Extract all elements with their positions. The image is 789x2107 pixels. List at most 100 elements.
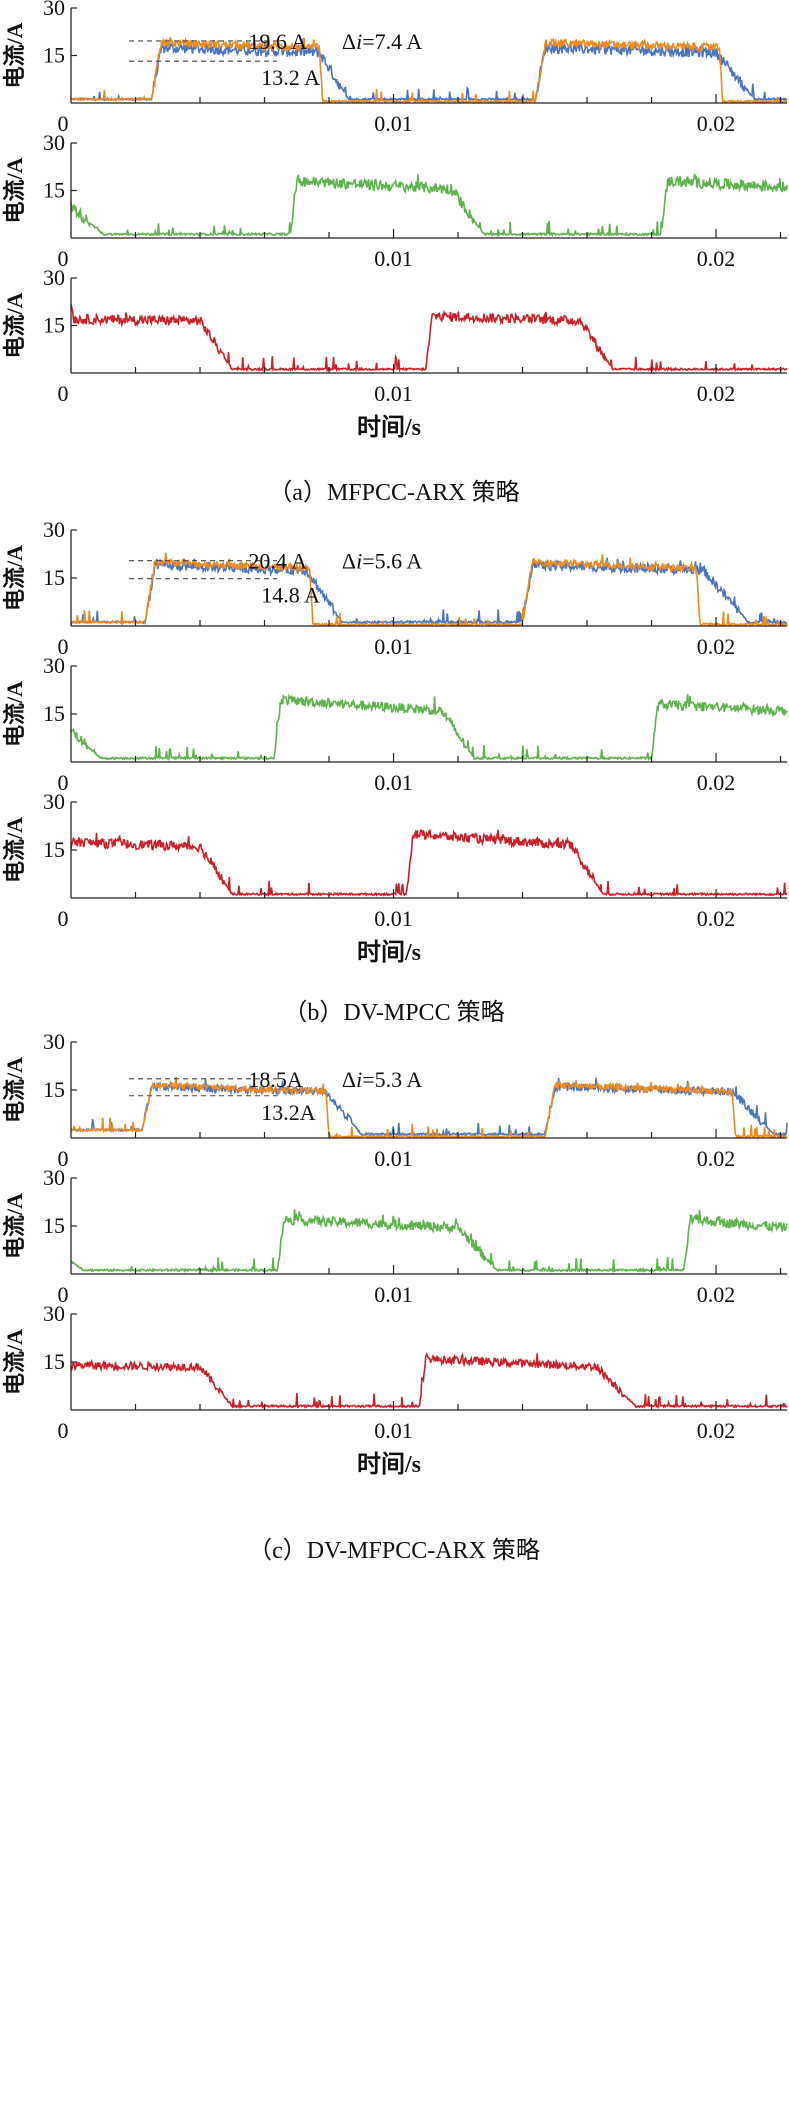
x-tick-label: 0.02 (697, 381, 736, 406)
delta-symbol: Δ (342, 549, 356, 574)
x-axis-label: 时间/s (357, 414, 421, 441)
origin-label: 0 (58, 770, 69, 795)
waveform-orange (70, 552, 788, 629)
origin-label: 0 (58, 1146, 69, 1171)
subfigure-caption: （c）DV-MFPCC-ARX 策略 (248, 1537, 540, 1564)
y-axis-label: 电流/A (2, 1193, 27, 1259)
x-axis-label: 时间/s (357, 939, 421, 966)
waveform-red (70, 828, 788, 898)
panel-1-1: 15 30 0 0.01 0.02 电流/A 19.6 A 13.2 A Δi=7.4 A (2, 0, 788, 136)
x-tick-label: 0.02 (697, 1282, 736, 1307)
waveform-orange (70, 35, 788, 105)
y-tick-label: 15 (43, 1349, 65, 1374)
y-tick-label: 15 (43, 565, 65, 590)
waveform-red (70, 304, 788, 373)
panel-3-2: 15 30 0 0.01 0.02 电流/A (2, 1165, 788, 1307)
subfigure-caption: （b）DV-MPCC 策略 (283, 999, 504, 1026)
x-tick-label: 0.01 (374, 1146, 413, 1171)
ripple-delta-label: Δi=5.3 A (342, 1067, 422, 1092)
waveform-blue (70, 1077, 788, 1137)
delta-symbol: Δ (342, 1067, 356, 1092)
x-tick-label: 0.02 (697, 111, 736, 136)
origin-label: 0 (58, 111, 69, 136)
delta-variable: i (356, 29, 362, 54)
y-axis-label: 电流/A (2, 681, 27, 747)
y-tick-label: 15 (43, 43, 65, 68)
delta-value: =5.3 A (362, 1067, 422, 1092)
panel-3-1: 15 30 0 0.01 0.02 电流/A 18.5A 13.2A Δi=5.3 A (2, 1029, 788, 1171)
y-tick-label: 15 (43, 1077, 65, 1102)
y-tick-label: 30 (43, 265, 65, 290)
y-tick-label: 15 (43, 837, 65, 862)
x-tick-label: 0.01 (374, 111, 413, 136)
y-tick-label: 15 (43, 1213, 65, 1238)
y-tick-label: 30 (43, 653, 65, 678)
peak-value-label: 20.4 A (248, 549, 307, 574)
ripple-delta-label: Δi=5.6 A (342, 549, 422, 574)
origin-label: 0 (58, 246, 69, 271)
waveform-blue (71, 37, 788, 104)
waveform-green (70, 693, 788, 762)
delta-variable: i (356, 549, 362, 574)
y-tick-label: 15 (43, 313, 65, 338)
origin-label: 0 (58, 906, 69, 931)
x-tick-label: 0.01 (374, 381, 413, 406)
trough-value-label: 13.2 A (261, 65, 320, 90)
panel-2-2: 15 30 0 0.01 0.02 电流/A (2, 653, 788, 795)
y-axis-label: 电流/A (2, 157, 27, 223)
x-tick-label: 0.02 (697, 770, 736, 795)
y-tick-label: 30 (43, 1029, 65, 1054)
y-axis-label: 电流/A (2, 292, 27, 358)
delta-symbol: Δ (342, 29, 356, 54)
peak-value-label: 18.5A (248, 1067, 303, 1092)
y-tick-label: 30 (43, 0, 65, 20)
y-axis-label: 电流/A (2, 817, 27, 883)
panel-3-3: 15 30 0 0.01 0.02 电流/A 时间/s (2, 1301, 788, 1478)
y-axis-label: 电流/A (2, 545, 27, 611)
x-axis-label: 时间/s (357, 1451, 421, 1478)
origin-label: 0 (58, 381, 69, 406)
y-axis-label: 电流/A (2, 1057, 27, 1123)
y-tick-label: 30 (43, 1301, 65, 1326)
y-tick-label: 30 (43, 130, 65, 155)
ripple-delta-label: Δi=7.4 A (342, 29, 422, 54)
x-tick-label: 0.02 (697, 906, 736, 931)
y-axis-label: 电流/A (2, 1329, 27, 1395)
trough-value-label: 13.2A (261, 1100, 316, 1125)
subfigure-caption: （a）MFPCC-ARX 策略 (268, 479, 519, 506)
panel-2-1: 15 30 0 0.01 0.02 电流/A 20.4 A 14.8 A Δi=5.6 A (2, 517, 788, 659)
x-tick-label: 0.02 (697, 1418, 736, 1443)
y-tick-label: 15 (43, 701, 65, 726)
waveform-green (70, 1209, 788, 1274)
origin-label: 0 (58, 1418, 69, 1443)
panel-1-2: 15 30 0 0.01 0.02 电流/A (2, 130, 788, 271)
delta-variable: i (356, 1067, 362, 1092)
x-tick-label: 0.01 (374, 1418, 413, 1443)
origin-label: 0 (58, 1282, 69, 1307)
waveform-orange (70, 1076, 788, 1141)
delta-value: =5.6 A (362, 549, 422, 574)
x-tick-label: 0.01 (374, 634, 413, 659)
y-axis-label: 电流/A (2, 22, 27, 88)
waveform-red (70, 1352, 788, 1410)
x-tick-label: 0.01 (374, 906, 413, 931)
x-tick-label: 0.01 (374, 1282, 413, 1307)
trough-value-label: 14.8 A (261, 583, 320, 608)
x-tick-label: 0.01 (374, 246, 413, 271)
y-tick-label: 15 (43, 178, 65, 203)
x-tick-label: 0.02 (697, 1146, 736, 1171)
waveform-green (70, 173, 788, 238)
x-tick-label: 0.01 (374, 770, 413, 795)
delta-value: =7.4 A (362, 29, 422, 54)
x-tick-label: 0.02 (697, 246, 736, 271)
y-tick-label: 30 (43, 1165, 65, 1190)
panel-1-3: 15 30 0 0.01 0.02 电流/A 时间/s (2, 265, 788, 441)
y-tick-label: 30 (43, 789, 65, 814)
peak-value-label: 19.6 A (248, 29, 307, 54)
origin-label: 0 (58, 634, 69, 659)
x-tick-label: 0.02 (697, 634, 736, 659)
